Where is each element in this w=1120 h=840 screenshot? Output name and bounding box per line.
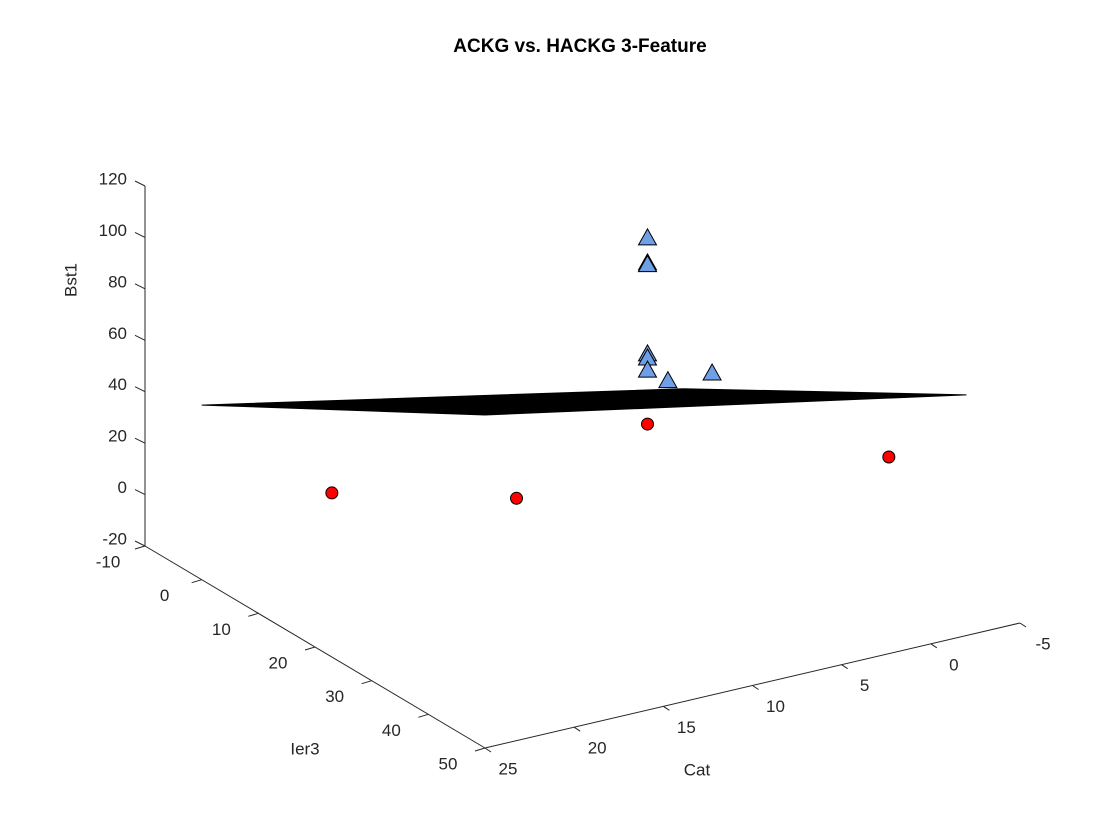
z-tick <box>134 334 146 341</box>
y-tick <box>361 680 372 685</box>
y-tick <box>474 747 486 752</box>
y-tick <box>134 545 146 550</box>
z-tick-label: 120 <box>99 169 127 188</box>
z-tick <box>134 489 146 496</box>
x-tick-label: 15 <box>677 718 696 737</box>
z-tick <box>134 283 146 290</box>
y-tick-label: 20 <box>269 653 288 672</box>
z-axis-label: Bst1 <box>61 263 80 297</box>
x-tick <box>573 726 581 732</box>
z-tick-label: 20 <box>108 427 127 446</box>
z-tick-label: 80 <box>108 272 127 291</box>
x-tick <box>841 664 848 670</box>
y-axis-label: Ier3 <box>290 739 319 758</box>
y-tick-label: -10 <box>96 552 121 571</box>
z-tick <box>134 437 146 444</box>
y-tick-label: 40 <box>382 721 401 740</box>
x-tick <box>1019 622 1027 628</box>
y-tick-label: 50 <box>439 754 458 773</box>
y-tick <box>248 612 259 617</box>
triangle-marker <box>702 362 722 381</box>
z-tick <box>134 231 146 238</box>
x-tick-label: 20 <box>588 739 607 758</box>
chart-title: ACKG vs. HACKG 3-Feature <box>453 36 706 57</box>
circle-marker <box>325 486 339 500</box>
x-axis-label: Cat <box>684 760 711 779</box>
y-tick <box>418 713 429 718</box>
circle-marker <box>882 450 896 464</box>
x-tick-label: 10 <box>766 697 785 716</box>
x-tick-label: 0 <box>949 655 958 674</box>
z-tick-label: -20 <box>102 529 127 548</box>
circle-marker <box>510 491 524 505</box>
z-tick <box>134 386 146 393</box>
y-tick-label: 0 <box>160 586 169 605</box>
z-tick <box>134 180 146 187</box>
z-tick-label: 0 <box>118 478 127 497</box>
z-tick-label: 40 <box>108 375 127 394</box>
z-tick <box>134 540 146 547</box>
z-tick-label: 100 <box>99 221 127 240</box>
circle-marker <box>641 417 654 431</box>
triangle-marker <box>637 254 658 273</box>
y-tick <box>304 646 316 651</box>
decision-plane <box>201 388 967 416</box>
x-tick <box>663 705 670 711</box>
y-tick-label: 10 <box>212 620 231 639</box>
triangle-marker <box>637 227 658 246</box>
y-tick <box>191 579 202 584</box>
x-tick <box>930 643 938 649</box>
x-tick <box>752 685 759 690</box>
x-tick-label: 25 <box>499 759 518 778</box>
triangle-marker <box>658 370 678 389</box>
x-tick-label: -5 <box>1035 634 1050 653</box>
x-tick-label: 5 <box>860 676 869 695</box>
x-tick <box>484 747 492 753</box>
z-tick-label: 60 <box>108 324 127 343</box>
triangle-marker <box>637 360 658 378</box>
y-tick-label: 30 <box>325 687 344 706</box>
